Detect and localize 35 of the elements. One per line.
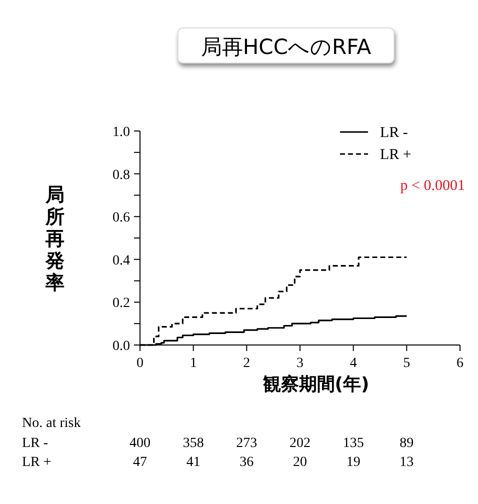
x-tick-label: 2 [243, 356, 250, 371]
x-tick-label: 3 [296, 356, 304, 371]
legend-label: LR + [380, 147, 412, 163]
y-tick-label: 0.2 [112, 296, 130, 312]
annotation: p < 0.0001 [400, 178, 465, 194]
text: 89 [400, 436, 414, 451]
title: 局再HCCへのRFA [178, 28, 394, 64]
text: No. at risk [22, 416, 81, 431]
y-tick-label: 0.0 [112, 339, 130, 354]
text: 47 [133, 455, 147, 470]
text: 400 [130, 436, 150, 451]
text: 13 [400, 455, 414, 470]
legend-label: LR - [380, 125, 408, 141]
text: 19 [346, 455, 360, 470]
x-tick-label: 6 [456, 356, 464, 371]
text: 202 [290, 436, 310, 451]
x-tick-label: 5 [403, 356, 410, 371]
x-tick-label: 4 [350, 356, 357, 371]
y-tick-label: 0.8 [112, 168, 130, 183]
y-axis-title: 局所再発率 [44, 184, 64, 294]
text: 20 [293, 455, 307, 470]
x-tick-label: 1 [190, 356, 197, 371]
text: 41 [186, 455, 200, 470]
text: 36 [240, 455, 254, 470]
x-tick-label: 0 [136, 356, 144, 371]
y-tick-label: 0.4 [112, 253, 130, 268]
y-tick-label: 0.6 [112, 210, 130, 226]
text: LR - [22, 436, 48, 451]
x-axis-title: 観察期間(年) [262, 374, 370, 395]
text: 358 [182, 436, 204, 451]
chart-title: 局再HCCへのRFA [200, 35, 372, 59]
y-tick-label: 1.0 [112, 125, 130, 140]
text: LR + [22, 455, 52, 470]
text: 273 [236, 436, 258, 451]
text: 135 [342, 436, 364, 451]
